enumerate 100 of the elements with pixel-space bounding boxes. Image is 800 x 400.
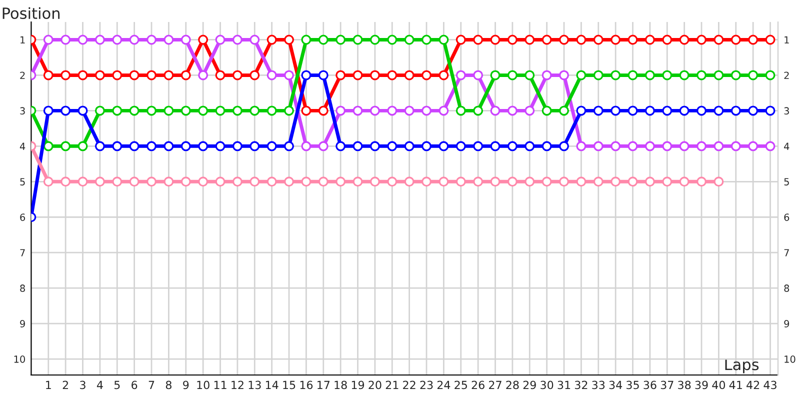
point bbox=[318, 70, 328, 80]
point bbox=[542, 106, 552, 116]
point bbox=[730, 34, 741, 45]
point bbox=[748, 141, 758, 152]
point bbox=[318, 106, 328, 116]
point bbox=[524, 34, 535, 45]
point bbox=[628, 70, 638, 80]
point bbox=[473, 176, 484, 187]
point bbox=[336, 70, 346, 80]
y2-tick-label: 5 bbox=[784, 178, 789, 186]
point bbox=[559, 176, 570, 187]
x-tick-label: 15 bbox=[283, 380, 296, 390]
point bbox=[301, 176, 312, 187]
point bbox=[507, 141, 518, 152]
x-tick-label: 7 bbox=[148, 380, 154, 389]
point bbox=[112, 34, 122, 45]
point bbox=[146, 70, 157, 80]
point bbox=[180, 106, 191, 116]
point bbox=[593, 141, 604, 152]
point bbox=[387, 141, 398, 152]
point bbox=[542, 176, 552, 187]
point bbox=[232, 70, 242, 80]
x-tick-label: 22 bbox=[403, 380, 416, 389]
point bbox=[266, 106, 277, 116]
x-tick-label: 31 bbox=[558, 380, 570, 390]
point bbox=[129, 106, 140, 116]
x-tick-label: 5 bbox=[114, 380, 120, 390]
point bbox=[422, 176, 432, 187]
point bbox=[490, 141, 500, 152]
point bbox=[266, 34, 277, 45]
x-tick-label: 10 bbox=[197, 380, 210, 390]
point bbox=[473, 34, 484, 45]
y2-tick-label: 2 bbox=[784, 72, 789, 79]
y-axis-title: Position bbox=[2, 7, 60, 20]
point bbox=[765, 141, 776, 152]
point bbox=[78, 176, 88, 187]
point bbox=[129, 70, 140, 80]
point bbox=[559, 106, 570, 116]
point bbox=[559, 141, 570, 152]
point bbox=[215, 70, 226, 80]
point bbox=[662, 70, 672, 80]
y-tick-label: 4 bbox=[20, 142, 26, 150]
x-tick-label: 11 bbox=[214, 380, 226, 389]
point bbox=[387, 106, 398, 116]
point bbox=[438, 106, 449, 116]
point bbox=[644, 70, 655, 80]
point bbox=[730, 141, 741, 152]
point bbox=[748, 106, 758, 116]
point bbox=[250, 141, 260, 152]
x-tick-label: 24 bbox=[437, 380, 450, 389]
y2-tick-label: 7 bbox=[784, 249, 789, 256]
x-tick-label: 33 bbox=[592, 380, 605, 390]
point bbox=[43, 34, 54, 45]
point bbox=[250, 176, 260, 187]
point bbox=[318, 141, 328, 152]
point bbox=[370, 34, 380, 45]
point bbox=[180, 176, 191, 187]
point bbox=[696, 176, 707, 187]
point bbox=[112, 141, 122, 152]
x-tick-label: 36 bbox=[644, 380, 656, 390]
y2-tick-label: 3 bbox=[784, 107, 789, 115]
point bbox=[232, 34, 242, 45]
point bbox=[438, 34, 449, 45]
point bbox=[94, 34, 105, 45]
x-tick-label: 40 bbox=[712, 380, 726, 390]
point bbox=[78, 34, 88, 45]
point bbox=[593, 176, 604, 187]
point bbox=[524, 176, 535, 187]
point bbox=[593, 70, 604, 80]
point bbox=[198, 34, 208, 45]
y2-tick-label: 8 bbox=[784, 284, 790, 292]
point bbox=[146, 176, 157, 187]
point bbox=[748, 70, 758, 80]
point bbox=[387, 34, 398, 45]
point bbox=[644, 34, 655, 45]
x-tick-label: 16 bbox=[300, 380, 313, 390]
point bbox=[146, 34, 157, 45]
point bbox=[576, 34, 586, 45]
point bbox=[490, 34, 500, 45]
point bbox=[198, 106, 208, 116]
point bbox=[352, 176, 363, 187]
point bbox=[370, 106, 380, 116]
x-tick-label: 39 bbox=[695, 380, 708, 390]
point bbox=[318, 34, 328, 45]
point bbox=[215, 106, 226, 116]
point bbox=[387, 176, 398, 187]
x-tick-label: 12 bbox=[232, 380, 244, 389]
point bbox=[628, 106, 638, 116]
point bbox=[352, 34, 363, 45]
x-tick-label: 26 bbox=[472, 380, 484, 390]
point bbox=[352, 106, 363, 116]
point bbox=[164, 106, 174, 116]
point bbox=[387, 70, 398, 80]
point bbox=[765, 106, 776, 116]
x-tick-label: 23 bbox=[420, 380, 433, 390]
point bbox=[180, 70, 191, 80]
point bbox=[490, 176, 500, 187]
point bbox=[318, 176, 328, 187]
point bbox=[336, 141, 346, 152]
point bbox=[456, 141, 466, 152]
